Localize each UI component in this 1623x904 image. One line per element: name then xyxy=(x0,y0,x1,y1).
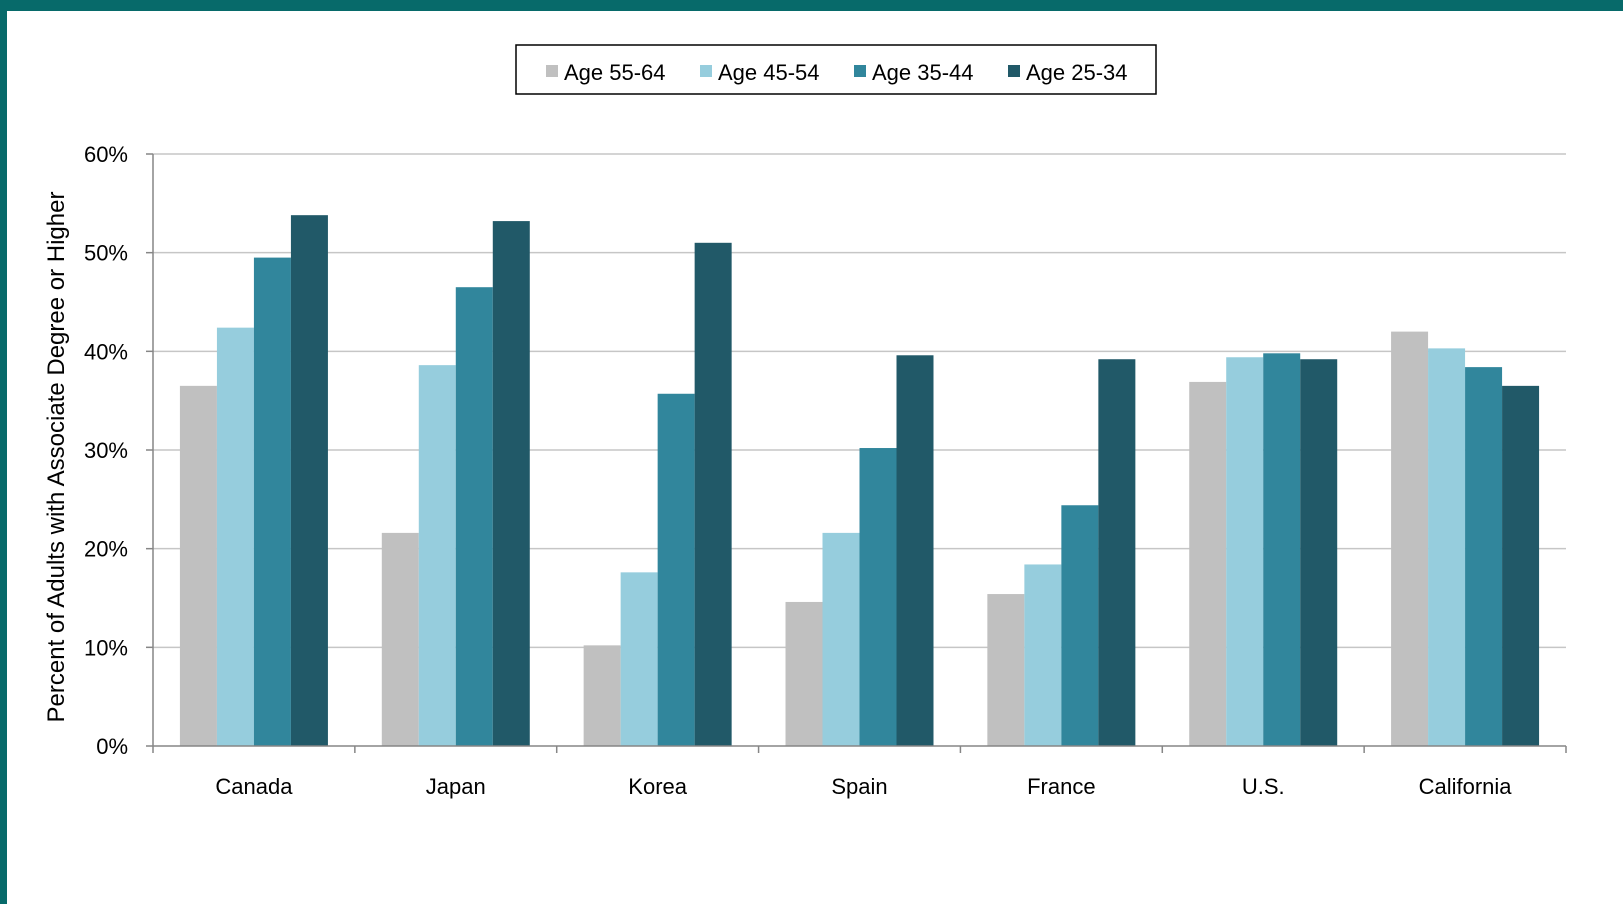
bars xyxy=(179,215,1540,747)
bar-spain-series-2 xyxy=(822,532,860,746)
legend: Age 55-64 Age 45-54 Age 35-44 Age 25-34 xyxy=(515,44,1157,95)
bar-u-s--series-4 xyxy=(1300,359,1338,746)
x-ticks: Canada Japan Korea Spain France U.S. Californi… xyxy=(152,746,1567,799)
x-category-label: Japan xyxy=(426,774,486,799)
y-tick-label: 40% xyxy=(84,339,128,364)
y-tick-label: 0% xyxy=(96,734,128,759)
bar-japan-series-2 xyxy=(418,365,456,746)
y-tick-label: 50% xyxy=(84,241,128,266)
bar-korea-series-3 xyxy=(657,393,695,746)
legend-label: Age 25-34 xyxy=(1026,60,1128,85)
bar-canada-series-4 xyxy=(290,215,328,746)
x-category-label: France xyxy=(1027,774,1095,799)
bar-france-series-2 xyxy=(1024,564,1062,746)
legend-swatch xyxy=(854,65,866,77)
y-axis-title: Percent of Adults with Associate Degree … xyxy=(43,192,70,723)
x-category-label: U.S. xyxy=(1242,774,1285,799)
bar-u-s--series-2 xyxy=(1226,357,1264,746)
bar-u-s--series-3 xyxy=(1263,353,1301,746)
bar-spain-series-3 xyxy=(859,448,897,746)
frame-left-border xyxy=(0,0,7,904)
bar-canada-series-2 xyxy=(216,327,254,746)
legend-label: Age 35-44 xyxy=(872,60,974,85)
legend-box xyxy=(515,44,1157,95)
y-tick-label: 30% xyxy=(84,438,128,463)
bar-spain-series-1 xyxy=(785,601,823,746)
bar-spain-series-4 xyxy=(896,355,934,746)
y-tick-label: 20% xyxy=(84,537,128,562)
bar-korea-series-1 xyxy=(583,645,621,746)
bar-korea-series-2 xyxy=(620,572,658,746)
x-category-label: Canada xyxy=(215,774,293,799)
y-tick-label: 10% xyxy=(84,635,128,660)
bar-california-series-2 xyxy=(1428,348,1466,746)
legend-swatch xyxy=(1008,65,1020,77)
bar-canada-series-1 xyxy=(179,385,217,746)
x-category-label: Korea xyxy=(628,774,687,799)
frame-top-border xyxy=(0,0,1623,11)
bar-france-series-1 xyxy=(987,594,1025,746)
x-category-label: Spain xyxy=(831,774,887,799)
bar-california-series-3 xyxy=(1465,367,1503,746)
legend-label: Age 55-64 xyxy=(564,60,666,85)
bar-japan-series-1 xyxy=(381,532,419,746)
y-ticks: 0% 10% 20% 30% 40% 50% 60% xyxy=(84,142,153,759)
y-tick-label: 60% xyxy=(84,142,128,167)
legend-swatch xyxy=(700,65,712,77)
legend-label: Age 45-54 xyxy=(718,60,820,85)
bar-france-series-4 xyxy=(1098,359,1136,746)
bar-california-series-4 xyxy=(1502,385,1540,746)
bar-canada-series-3 xyxy=(253,257,291,746)
bar-korea-series-4 xyxy=(694,242,732,747)
bar-california-series-1 xyxy=(1391,331,1429,746)
bar-u-s--series-1 xyxy=(1189,381,1227,746)
bar-japan-series-4 xyxy=(492,221,530,747)
legend-swatch xyxy=(546,65,558,77)
bar-japan-series-3 xyxy=(455,287,493,746)
bar-france-series-3 xyxy=(1061,505,1099,746)
x-category-label: California xyxy=(1419,774,1513,799)
